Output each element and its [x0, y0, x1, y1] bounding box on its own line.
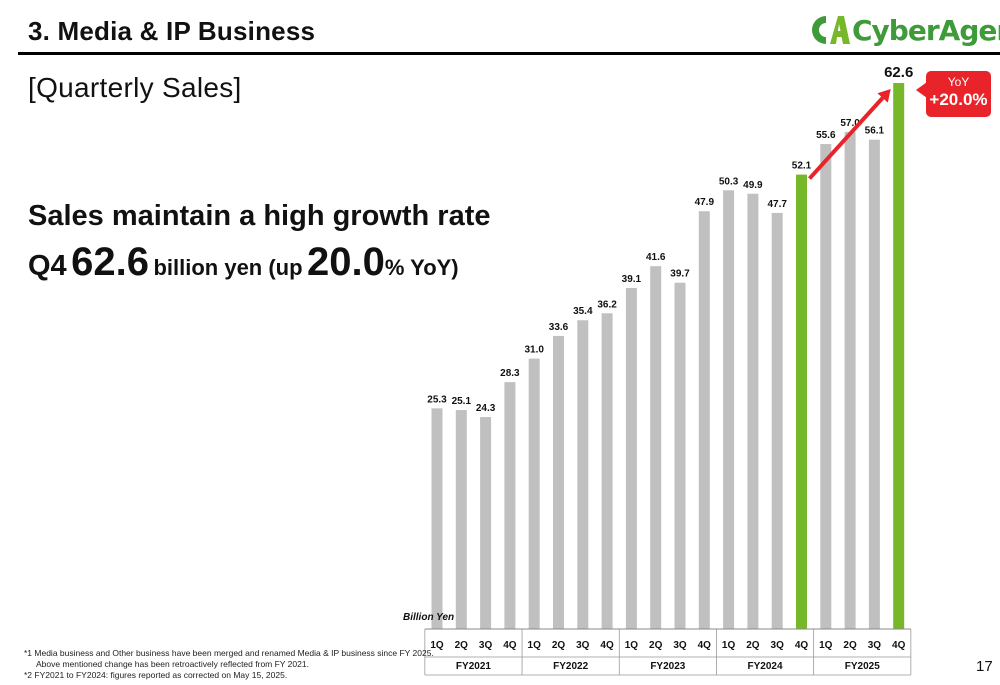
bar: [650, 266, 662, 629]
page-subtitle: [Quarterly Sales]: [28, 72, 242, 103]
headline-mid-text: billion yen (up: [153, 255, 303, 280]
x-tick-label: 4Q: [698, 640, 712, 651]
x-tick-label: 2Q: [649, 640, 663, 651]
data-label: 57.0: [840, 118, 860, 129]
section-title: 3. Media & IP Business: [28, 16, 316, 46]
x-tick-label: 4Q: [600, 640, 614, 651]
data-label: 31.0: [524, 345, 544, 356]
bar: [601, 313, 613, 629]
data-label: 55.6: [816, 130, 836, 141]
x-tick-label: 1Q: [430, 640, 444, 651]
ca-logo-icon: [812, 16, 850, 44]
growth-arrow-head: [877, 89, 891, 103]
group-label: FY2023: [650, 661, 685, 672]
bar: [674, 282, 686, 629]
x-tick-label: 3Q: [771, 640, 785, 651]
yoy-badge-pointer: [916, 82, 927, 98]
bar: [625, 287, 637, 629]
data-label: 33.6: [549, 322, 569, 333]
data-label: 36.2: [597, 299, 617, 310]
headline-line1: Sales maintain a high growth rate: [28, 200, 491, 232]
x-tick-label: 1Q: [528, 640, 542, 651]
bar: [528, 358, 540, 629]
group-label: FY2021: [456, 661, 491, 672]
data-label: 24.3: [476, 403, 496, 414]
page-number: 17: [976, 658, 993, 675]
x-tick-label: 3Q: [868, 640, 882, 651]
yoy-badge-value: +20.0%: [929, 90, 988, 109]
data-label: 49.9: [743, 180, 763, 191]
data-label: 25.3: [427, 394, 447, 405]
data-label: 25.1: [452, 396, 472, 407]
data-label: 28.3: [500, 368, 520, 379]
x-tick-label: 3Q: [479, 640, 493, 651]
headline-sales-value: 62.6: [71, 240, 149, 284]
footnote-1: *1 Media business and Other business hav…: [24, 648, 434, 658]
bar: [504, 382, 516, 629]
logo-text: CyberAgent: [852, 13, 1000, 47]
bar: [455, 410, 467, 629]
x-tick-label: 2Q: [746, 640, 760, 651]
x-tick-label: 1Q: [722, 640, 736, 651]
bar: [868, 139, 880, 629]
data-label: 47.7: [767, 199, 787, 210]
x-tick-label: 2Q: [843, 640, 857, 651]
group-label: FY2022: [553, 661, 588, 672]
yoy-badge-label: YoY: [947, 75, 970, 89]
data-label: 56.1: [865, 126, 885, 137]
bar: [553, 335, 564, 629]
bar: [844, 131, 856, 629]
bar: [698, 211, 710, 629]
group-label: FY2025: [845, 661, 880, 672]
headline-line2: Q4 62.6 billion yen (up 20.0% YoY): [28, 240, 459, 285]
x-tick-label: 4Q: [503, 640, 517, 651]
data-label: 35.4: [573, 306, 593, 317]
title-divider: [18, 52, 1000, 55]
x-tick-label: 3Q: [673, 640, 687, 651]
headline-end-text: % YoY): [384, 255, 459, 280]
footnotes: *1 Media business and Other business hav…: [24, 648, 434, 681]
x-tick-label: 2Q: [455, 640, 469, 651]
bar: [431, 408, 443, 629]
bar: [747, 193, 759, 630]
data-label: 47.9: [695, 197, 715, 208]
x-tick-label: 1Q: [625, 640, 639, 651]
unit-label: Billion Yen: [403, 612, 455, 623]
bar: [723, 190, 735, 630]
group-label: FY2024: [748, 661, 783, 672]
yoy-badge: YoY +20.0%: [926, 71, 991, 117]
headline-quarter: Q4: [28, 250, 67, 282]
bar: [480, 417, 492, 629]
data-label: 39.7: [670, 269, 690, 280]
x-tick-label: 4Q: [795, 640, 809, 651]
cyberagent-logo: CyberAgent ®: [806, 10, 1000, 50]
headline-growth-value: 20.0: [307, 240, 385, 284]
x-tick-label: 2Q: [552, 640, 566, 651]
bar: [577, 320, 589, 629]
data-label: 39.1: [622, 274, 642, 285]
data-label: 62.6: [884, 64, 913, 81]
bar: [771, 212, 783, 629]
bar: [796, 174, 807, 629]
data-label: 50.3: [719, 176, 739, 187]
x-tick-label: 1Q: [819, 640, 833, 651]
data-label: 52.1: [792, 161, 812, 172]
footnote-1-continued: Above mentioned change has been retroact…: [36, 659, 309, 669]
data-label: 41.6: [646, 252, 666, 263]
growth-arrow: [808, 96, 885, 180]
x-tick-label: 3Q: [576, 640, 590, 651]
bar: [893, 83, 905, 629]
footnote-2: *2 FY2021 to FY2024: figures reported as…: [24, 670, 288, 680]
bar: [820, 144, 832, 629]
x-tick-label: 4Q: [892, 640, 906, 651]
